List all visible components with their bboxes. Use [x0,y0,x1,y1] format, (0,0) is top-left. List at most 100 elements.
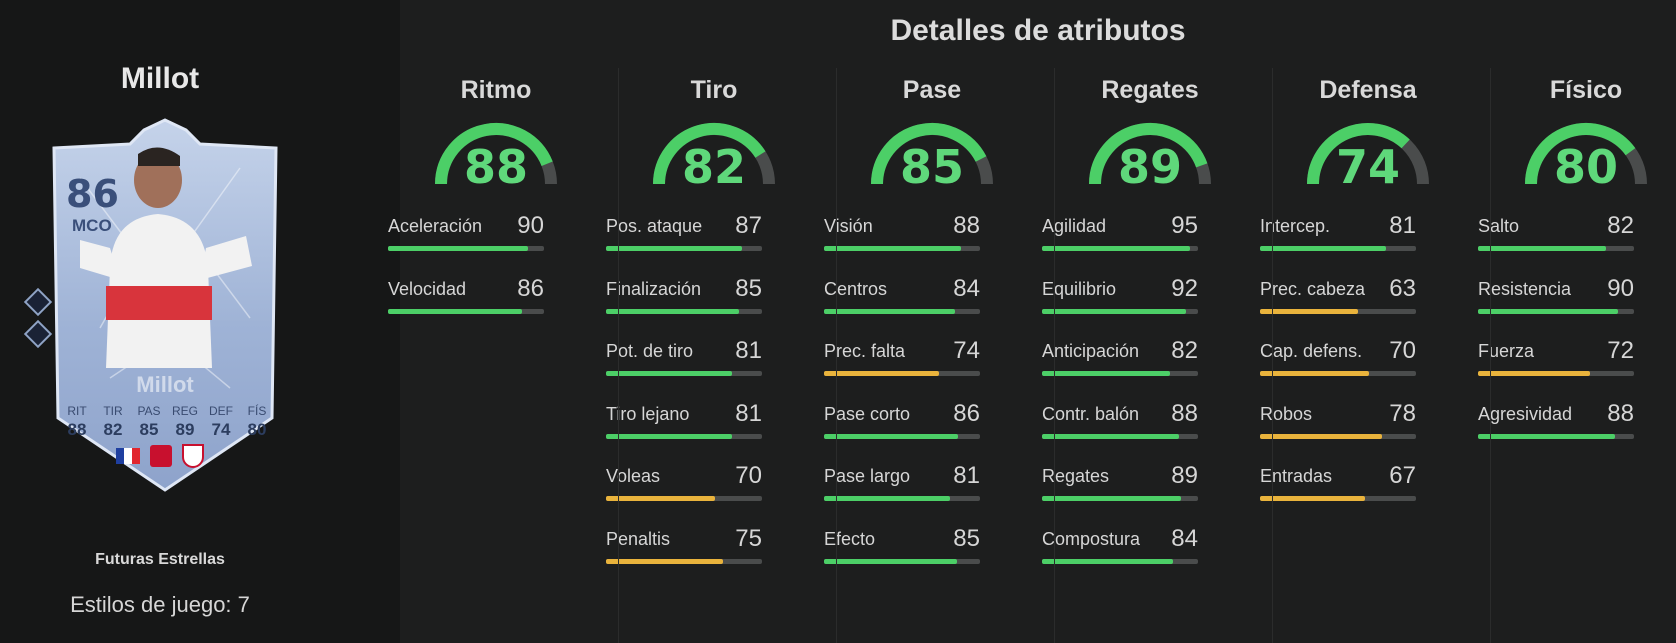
attribute-bar [1042,308,1198,314]
attribute-label: Velocidad [388,278,467,299]
card-stat: DEF 74 [206,404,236,440]
category-value: 89 [1117,140,1182,194]
attribute-bar [1042,433,1198,439]
attribute-row[interactable]: Entradas 67 [1260,462,1416,504]
attribute-row[interactable]: Pase largo 81 [824,462,980,504]
attribute-row[interactable]: Tiro lejano 81 [606,399,762,442]
attribute-label: Agilidad [1042,216,1107,236]
attribute-value: 85 [953,524,980,552]
gauge-arc [1307,123,1429,185]
attribute-bar [606,496,762,501]
attribute-label: Pot. de tiro [606,341,694,361]
attribute-bar-fill [1260,433,1382,439]
attribute-value: 81 [735,399,762,427]
league-badge-icon [150,445,172,467]
attribute-row[interactable]: Visión 88 [824,212,980,254]
attribute-row[interactable]: Cap. defens. 70 [1260,337,1416,379]
attribute-value: 81 [953,462,980,489]
attribute-row[interactable]: Salto 82 [1478,212,1634,254]
card-frame [52,118,278,492]
attribute-bar [1042,371,1198,376]
attribute-row[interactable]: Regates 89 [1042,462,1198,504]
attribute-bar [388,246,544,251]
category-name: Físico [1549,76,1623,104]
attribute-row[interactable]: Fuerza 72 [1478,337,1634,379]
attribute-row[interactable]: Agresividad 88 [1478,400,1634,442]
category-value: 74 [1335,140,1400,194]
card-position: MCO [72,216,112,235]
attribute-row[interactable]: Anticipación 82 [1042,337,1198,379]
attribute-row[interactable]: Equilibrio 92 [1042,275,1198,317]
attribute-row[interactable]: Intercep. 81 [1260,212,1416,254]
attribute-row[interactable]: Voleas 70 [606,462,762,504]
playstyles-count[interactable]: Estilos de juego: 7 [70,592,250,617]
attribute-bar-fill [1042,246,1191,251]
attribute-bar [1478,308,1634,314]
attribute-label: Prec. cabeza [1260,278,1366,299]
attribute-bar [1260,433,1416,439]
attribute-bar-fill [1260,246,1387,251]
card-player-name: Millot [136,372,194,397]
section-title: Detalles de atributos [890,14,1186,47]
attribute-value: 70 [735,462,762,489]
card-stat-value: 74 [211,420,231,439]
category-gauge: 74 [1303,116,1433,194]
attribute-row[interactable]: Compostura 84 [1042,525,1198,567]
player-card[interactable]: 86 MCO Millot RIT 88 TIR 82 PAS 85 REG 89 DEF 74 F… [23,118,290,494]
attribute-row[interactable]: Prec. falta 74 [824,337,980,379]
attribute-bar-fill [1260,496,1365,501]
attribute-row[interactable]: Contr. balón 88 [1042,400,1198,442]
attribute-bar [606,558,762,564]
card-stat-value: 88 [67,420,87,439]
gauge-arc [1089,123,1211,185]
attribute-bar [824,371,980,376]
attribute-bar [824,308,980,314]
card-stat-value: 89 [175,420,195,439]
attribute-value: 85 [735,274,762,302]
attribute-value: 88 [953,212,980,239]
attribute-column-tiro: Tiro 82 Pos. ataque 87 Finalización 85 Pot. de… [606,76,798,564]
attribute-label: Efecto [824,528,876,549]
attribute-value: 87 [735,212,762,239]
attribute-column-ritmo: Ritmo 88 Aceleración 90 Velocidad 86 [388,76,580,314]
attribute-row[interactable]: Efecto 85 [824,524,980,567]
attribute-value: 89 [1171,462,1198,489]
column-divider [1490,68,1491,643]
attribute-row[interactable]: Pot. de tiro 81 [606,337,762,379]
attribute-bar-fill [1042,308,1186,314]
attribute-label: Robos [1260,403,1313,424]
attribute-label: Prec. falta [824,341,906,361]
attribute-row[interactable]: Prec. cabeza 63 [1260,275,1416,317]
attribute-row[interactable]: Aceleración 90 [388,212,544,254]
attribute-row[interactable]: Pos. ataque 87 [606,212,762,254]
attribute-row[interactable]: Agilidad 95 [1042,212,1198,254]
attribute-row[interactable]: Penaltis 75 [606,525,762,567]
gauge-fill [1525,123,1636,185]
attribute-bar-fill [1478,246,1606,251]
attribute-row[interactable]: Robos 78 [1260,400,1416,442]
attribute-bar [824,246,980,251]
category-name: Ritmo [460,76,532,104]
attribute-row[interactable]: Finalización 85 [606,274,762,317]
gauge-fill [1307,123,1410,185]
attribute-bar [606,308,762,314]
attribute-row[interactable]: Pase corto 86 [824,400,980,442]
attribute-bar [1478,433,1634,439]
attribute-label: Contr. balón [1042,403,1140,424]
card-type: Futuras Estrellas [95,551,225,568]
category-value: 88 [463,140,528,194]
attribute-bar-fill [824,308,956,314]
attribute-value: 81 [1389,212,1416,239]
attribute-row[interactable]: Resistencia 90 [1478,275,1634,317]
attribute-bar [1478,246,1634,251]
attribute-row[interactable]: Centros 84 [824,275,980,317]
attribute-bar-fill [606,558,723,564]
category-name: Tiro [690,76,738,104]
player-name: Millot [120,62,200,95]
category-name: Defensa [1319,76,1417,104]
attribute-value: 82 [1607,212,1634,239]
attribute-bar [1042,246,1198,251]
attribute-bar [824,496,980,501]
attribute-row[interactable]: Velocidad 86 [388,275,544,317]
attribute-bar-fill [1478,433,1616,439]
